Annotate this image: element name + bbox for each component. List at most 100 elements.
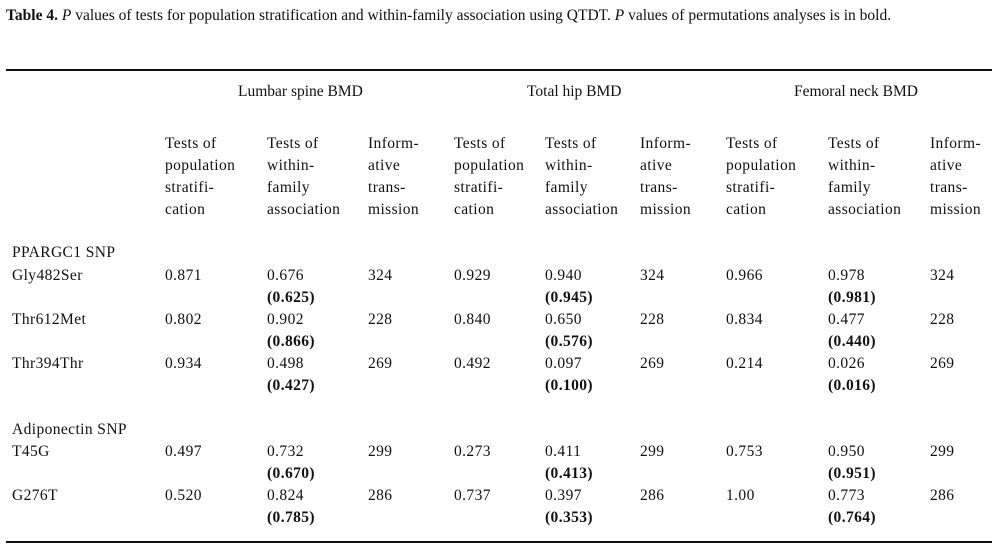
- table-cell: 286: [640, 487, 665, 504]
- column-subheader: stratifi-: [454, 179, 504, 196]
- column-subheader: Tests of: [454, 135, 506, 152]
- table-cell: 0.802: [165, 311, 202, 328]
- table-cell: 0.676: [267, 267, 304, 284]
- snp-name: T45G: [12, 443, 50, 460]
- column-subheader: trans-: [368, 179, 406, 196]
- table-cell: 324: [368, 267, 393, 284]
- caption-text: values of permutations analyses is in bo…: [624, 7, 892, 24]
- permutation-p-value: (0.625): [267, 289, 315, 306]
- table-cell: 324: [930, 267, 955, 284]
- table-cell: 269: [930, 355, 955, 372]
- snp-name: Thr612Met: [12, 311, 87, 328]
- table-cell: 0.273: [454, 443, 491, 460]
- bottom-rule: [6, 541, 992, 543]
- column-subheader: population: [454, 157, 525, 174]
- snp-name: G276T: [12, 487, 58, 504]
- permutation-p-value: (0.981): [828, 289, 876, 306]
- permutation-p-value: (0.576): [545, 333, 593, 350]
- column-subheader: cation: [726, 201, 767, 218]
- column-subheader: association: [828, 201, 902, 218]
- column-subheader: within-: [828, 157, 876, 174]
- column-subheader: association: [267, 201, 341, 218]
- table-cell: 0.978: [828, 267, 865, 284]
- column-subheader: ative: [640, 157, 673, 174]
- p-symbol: P: [61, 7, 72, 24]
- table-cell: 228: [368, 311, 393, 328]
- column-subheader: family: [545, 179, 588, 196]
- permutation-p-value: (0.670): [267, 465, 315, 482]
- permutation-p-value: (0.353): [545, 509, 593, 526]
- permutation-p-value: (0.764): [828, 509, 876, 526]
- table-cell: 228: [930, 311, 955, 328]
- section-title: PPARGC1 SNP: [12, 244, 116, 261]
- group-header-femoral-neck: Femoral neck BMD: [794, 83, 918, 100]
- table-cell: 1.00: [726, 487, 755, 504]
- permutation-p-value: (0.945): [545, 289, 593, 306]
- table-cell: 0.498: [267, 355, 304, 372]
- table-cell: 0.753: [726, 443, 763, 460]
- column-subheader: association: [545, 201, 619, 218]
- snp-name: Gly482Ser: [12, 267, 83, 284]
- column-subheader: mission: [640, 201, 692, 218]
- column-subheader: Tests of: [165, 135, 217, 152]
- table-cell: 0.477: [828, 311, 865, 328]
- column-subheader: stratifi-: [165, 179, 215, 196]
- column-subheader: cation: [454, 201, 495, 218]
- table-cell: 269: [640, 355, 665, 372]
- column-subheader: Tests of: [726, 135, 778, 152]
- table-cell: 0.397: [545, 487, 582, 504]
- table-cell: 0.097: [545, 355, 582, 372]
- column-subheader: Inform-: [368, 135, 420, 152]
- column-subheader: population: [726, 157, 797, 174]
- snp-name: Thr394Thr: [12, 355, 84, 372]
- permutation-p-value: (0.866): [267, 333, 315, 350]
- column-subheader: trans-: [640, 179, 678, 196]
- table-cell: 0.871: [165, 267, 202, 284]
- column-subheader: stratifi-: [726, 179, 776, 196]
- table-cell: 0.650: [545, 311, 582, 328]
- table-cell: 299: [640, 443, 665, 460]
- table-cell: 0.214: [726, 355, 763, 372]
- column-subheader: ative: [368, 157, 401, 174]
- caption-text: values of tests for population stratific…: [71, 7, 615, 24]
- column-subheader: trans-: [930, 179, 968, 196]
- permutation-p-value: (0.427): [267, 377, 315, 394]
- group-header-lumbar: Lumbar spine BMD: [238, 83, 363, 100]
- column-subheader: Tests of: [828, 135, 880, 152]
- permutation-p-value: (0.785): [267, 509, 315, 526]
- permutation-p-value: (0.440): [828, 333, 876, 350]
- permutation-p-value: (0.016): [828, 377, 876, 394]
- column-subheader: mission: [368, 201, 420, 218]
- table-cell: 0.497: [165, 443, 202, 460]
- table-cell: 0.929: [454, 267, 491, 284]
- table-cell: 286: [930, 487, 955, 504]
- table-cell: 0.411: [545, 443, 582, 460]
- table-cell: 0.966: [726, 267, 763, 284]
- permutation-p-value: (0.413): [545, 465, 593, 482]
- table-label: Table 4.: [6, 7, 58, 24]
- table-cell: 0.492: [454, 355, 491, 372]
- table-cell: 286: [368, 487, 393, 504]
- table-cell: 0.840: [454, 311, 491, 328]
- table-caption: Table 4. P values of tests for populatio…: [6, 5, 991, 26]
- column-subheader: within-: [545, 157, 593, 174]
- column-subheader: Tests of: [545, 135, 597, 152]
- table-cell: 0.834: [726, 311, 763, 328]
- table-cell: 324: [640, 267, 665, 284]
- table-cell: 0.902: [267, 311, 304, 328]
- table-cell: 299: [930, 443, 955, 460]
- column-subheader: Inform-: [930, 135, 982, 152]
- permutation-p-value: (0.951): [828, 465, 876, 482]
- table-cell: 299: [368, 443, 393, 460]
- column-subheader: family: [267, 179, 310, 196]
- column-subheader: family: [828, 179, 871, 196]
- table-cell: 0.737: [454, 487, 491, 504]
- top-rule: [6, 69, 992, 71]
- table-cell: 0.934: [165, 355, 202, 372]
- column-subheader: ative: [930, 157, 963, 174]
- table-cell: 0.824: [267, 487, 304, 504]
- table-cell: 0.950: [828, 443, 865, 460]
- p-symbol: P: [614, 7, 625, 24]
- column-subheader: mission: [930, 201, 982, 218]
- table-cell: 228: [640, 311, 665, 328]
